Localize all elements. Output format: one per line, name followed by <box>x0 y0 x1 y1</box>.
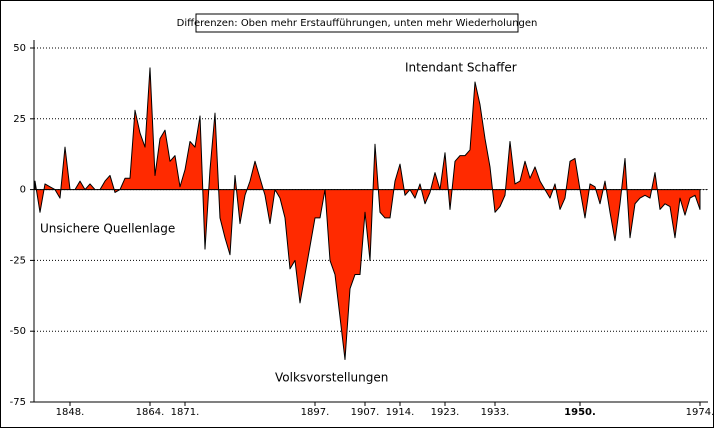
y-tick-label: -25 <box>10 255 26 266</box>
annotation: Intendant Schaffer <box>405 61 517 75</box>
x-tick-label: 1871. <box>171 407 200 418</box>
x-tick-label: 1923. <box>431 407 460 418</box>
x-tick-label: 1864. <box>136 407 165 418</box>
y-tick-label: -50 <box>10 326 26 337</box>
x-tick-label: 1914. <box>386 407 415 418</box>
x-tick-label: 1897. <box>301 407 330 418</box>
annotation: Unsichere Quellenlage <box>40 222 175 236</box>
x-tick-label: 1848. <box>56 407 85 418</box>
x-tick-label: 1974. <box>686 407 714 418</box>
y-tick-label: -75 <box>10 397 26 408</box>
annotation: Volksvorstellungen <box>275 371 388 385</box>
title-box <box>195 13 519 33</box>
y-tick-label: 25 <box>13 114 26 125</box>
x-tick-label: 1950. <box>564 407 596 418</box>
y-tick-label: 0 <box>20 185 26 196</box>
x-tick-label: 1933. <box>481 407 510 418</box>
y-tick-label: 50 <box>13 43 26 54</box>
chart-title: Differenzen: Oben mehr Erstaufführungen,… <box>177 18 538 29</box>
x-tick-label: 1907. <box>351 407 380 418</box>
area <box>34 67 701 361</box>
